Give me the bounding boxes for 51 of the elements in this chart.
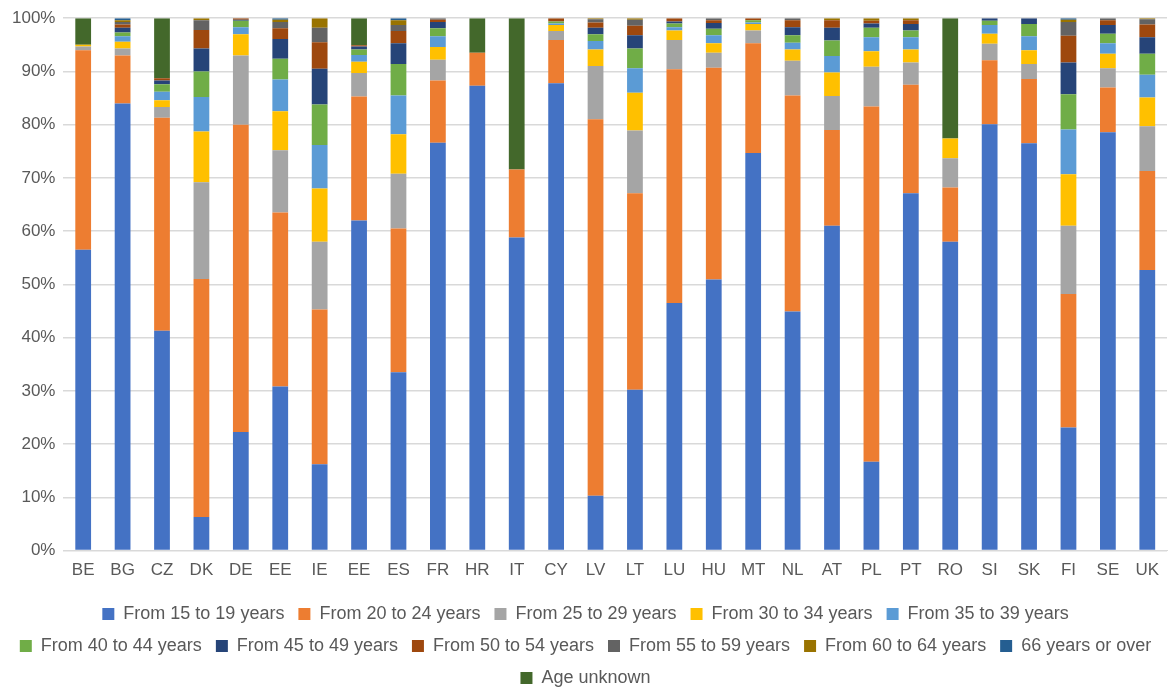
legend-label: From 50 to 54 years <box>432 634 595 655</box>
x-tick-label: MT <box>740 560 766 580</box>
x-tick-label: BE <box>71 560 95 580</box>
legend-label: From 25 to 29 years <box>515 602 677 623</box>
legend-label: From 45 to 49 years <box>236 634 398 655</box>
legend-label: From 35 to 39 years <box>907 602 1069 623</box>
x-tick-label: FI <box>1060 560 1077 580</box>
legend-label: Age unknown <box>541 666 651 687</box>
y-tick-label: 60% <box>21 220 56 240</box>
x-tick-label: EE <box>268 560 292 580</box>
legend-label: 66 years or over <box>1021 634 1152 655</box>
y-tick-label: 90% <box>21 61 56 81</box>
legend-label: From 40 to 44 years <box>40 634 202 655</box>
x-tick-label: RO <box>937 560 963 580</box>
x-tick-label: SI <box>981 560 998 580</box>
x-tick-label: DK <box>189 560 214 580</box>
x-tick-label: NL <box>781 560 804 580</box>
y-tick-label: 30% <box>21 380 56 400</box>
x-tick-label: CZ <box>150 560 174 580</box>
x-tick-label: EE <box>347 560 371 580</box>
x-tick-label: ES <box>387 560 410 580</box>
x-tick-label: CY <box>544 560 568 580</box>
x-tick-label: PT <box>899 560 922 580</box>
y-tick-label: 70% <box>21 167 56 187</box>
y-tick-label: 10% <box>21 487 56 507</box>
x-tick-label: LT <box>625 560 645 580</box>
x-tick-label: FR <box>426 560 450 580</box>
x-tick-label: IE <box>311 560 328 580</box>
x-tick-label: HR <box>465 560 490 580</box>
y-tick-label: 50% <box>21 274 56 294</box>
y-tick-label: 0% <box>30 540 56 560</box>
y-tick-label: 40% <box>21 327 56 347</box>
x-tick-label: IT <box>509 560 525 580</box>
y-tick-label: 20% <box>21 433 56 453</box>
legend-label: From 15 to 19 years <box>123 602 285 623</box>
x-tick-label: BG <box>110 560 135 580</box>
legend-label: From 55 to 59 years <box>629 634 791 655</box>
x-tick-label: SE <box>1096 560 1120 580</box>
legend-label: From 20 to 24 years <box>319 602 481 623</box>
x-tick-label: LV <box>585 560 606 580</box>
y-tick-label: 80% <box>21 114 56 134</box>
x-tick-label: PL <box>861 560 882 580</box>
y-tick-label: 100% <box>12 7 56 27</box>
x-tick-label: SK <box>1017 560 1042 580</box>
legend-label: From 30 to 34 years <box>711 602 873 623</box>
x-tick-label: DE <box>229 560 253 580</box>
x-tick-label: AT <box>821 560 843 580</box>
x-tick-label: UK <box>1135 560 1160 580</box>
legend-label: From 60 to 64 years <box>825 634 987 655</box>
x-tick-label: HU <box>701 560 727 580</box>
x-tick-label: LU <box>663 560 686 580</box>
